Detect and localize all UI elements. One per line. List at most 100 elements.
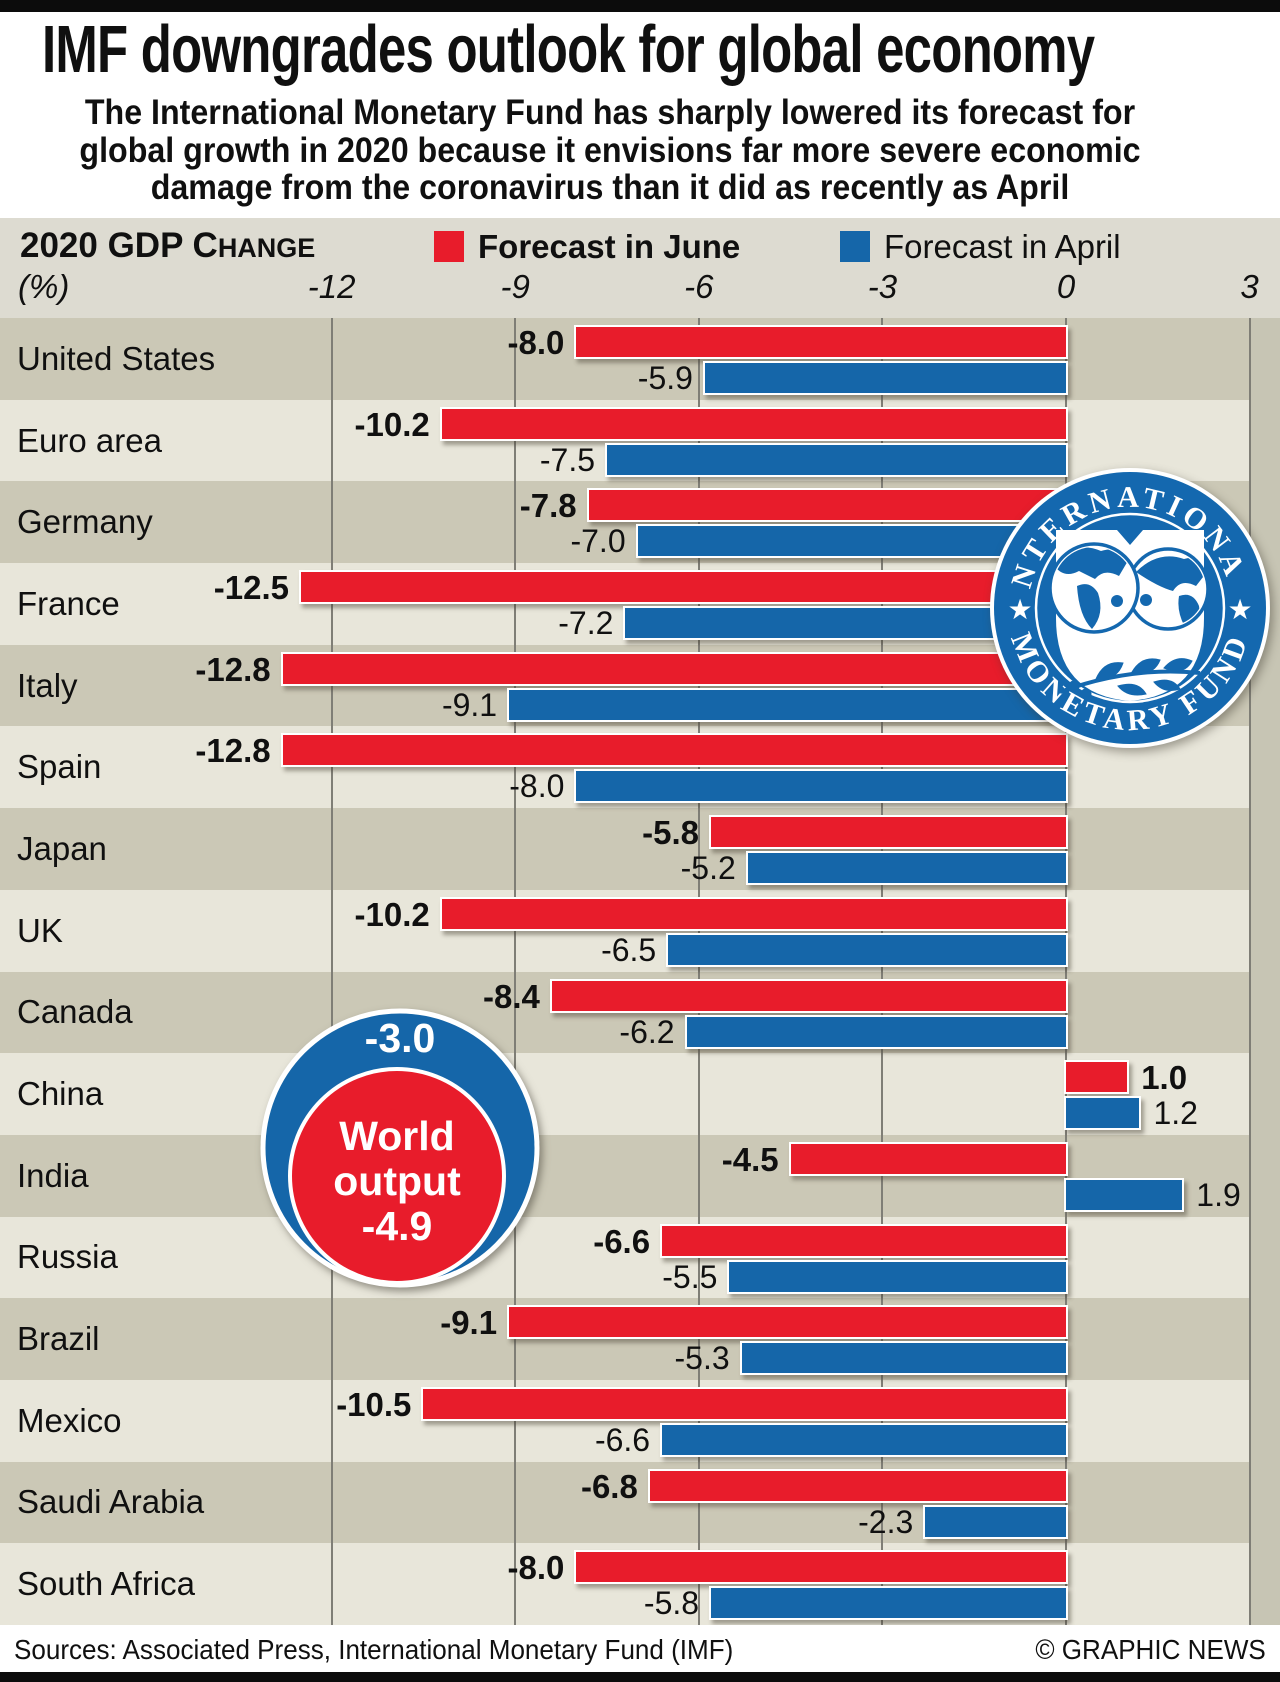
category-label: United States <box>17 339 216 377</box>
category-label: Saudi Arabia <box>17 1483 205 1521</box>
april-bar <box>660 1422 1068 1457</box>
star-left-icon: ★ <box>1007 594 1032 625</box>
april-bar <box>1064 1177 1185 1212</box>
category-label: India <box>17 1156 89 1194</box>
june-legend-label: Forecast in June <box>478 228 741 265</box>
june-bar <box>507 1305 1068 1340</box>
june-bar <box>439 406 1068 441</box>
june-value-label: -5.8 <box>642 814 700 852</box>
category-label: Germany <box>17 503 153 541</box>
subtitle-line: global growth in 2020 because it envisio… <box>79 130 1141 170</box>
june-value-label: -6.6 <box>593 1222 651 1260</box>
axis-title: 2020 GDP CHANGE <box>20 226 316 265</box>
world-output-badge: -3.0 World output -4.9 <box>260 1008 540 1288</box>
june-value-label: -12.8 <box>195 732 271 770</box>
june-bar <box>647 1468 1068 1503</box>
june-legend-swatch <box>434 231 464 262</box>
june-value-label: -8.4 <box>483 977 540 1015</box>
april-value-label: 1.2 <box>1153 1095 1198 1132</box>
category-label: Spain <box>17 748 102 786</box>
june-bar <box>788 1141 1068 1176</box>
june-bar <box>586 488 1068 523</box>
category-label: Brazil <box>17 1320 100 1358</box>
june-bar <box>709 815 1068 850</box>
axis-tick-label: -12 <box>307 268 356 305</box>
june-bar <box>280 651 1068 686</box>
april-bar <box>739 1341 1068 1376</box>
april-value-label: -7.0 <box>570 523 626 560</box>
gridline <box>697 318 700 1625</box>
april-value-label: -5.3 <box>674 1340 730 1377</box>
footer-band <box>0 1625 1280 1672</box>
logo-inner-ring <box>1034 512 1226 704</box>
april-bar <box>727 1259 1068 1294</box>
june-bar <box>574 325 1068 359</box>
april-value-label: -7.2 <box>558 605 614 642</box>
april-value-label: -5.2 <box>680 850 736 887</box>
april-bar <box>605 442 1068 477</box>
april-value-label: -5.5 <box>662 1258 718 1295</box>
april-bar <box>666 932 1068 967</box>
category-label: Japan <box>17 829 107 867</box>
subtitle-line: The International Monetary Fund has shar… <box>84 93 1136 132</box>
category-label: Canada <box>17 993 133 1031</box>
percent-unit-label: (%) <box>18 268 70 305</box>
june-bar <box>280 733 1068 768</box>
category-label: Italy <box>17 666 78 704</box>
april-bar <box>635 524 1068 559</box>
subtitle-line: damage from the coronavirus than it did … <box>150 168 1070 207</box>
gridline <box>1065 318 1067 1625</box>
june-value-label: -10.5 <box>336 1385 412 1423</box>
june-bar <box>299 570 1068 605</box>
april-value-label: -6.6 <box>594 1421 651 1458</box>
april-value-label: -5.8 <box>643 1585 700 1622</box>
june-value-label: -12.5 <box>213 569 289 607</box>
june-bar <box>549 978 1068 1013</box>
april-value-label: -6.5 <box>601 931 657 968</box>
gridline <box>330 318 333 1625</box>
june-value-label: -10.2 <box>354 895 430 933</box>
world-june-circle <box>288 1067 506 1285</box>
category-label: France <box>17 584 120 622</box>
world-april-value: -3.0 <box>365 1015 436 1061</box>
page-title: IMF downgrades outlook for global econom… <box>42 12 1095 87</box>
axis-tick-label: -9 <box>500 268 530 305</box>
april-value-label: -5.9 <box>637 360 693 396</box>
june-value-label: -6.8 <box>580 1467 638 1505</box>
june-bar <box>660 1223 1068 1258</box>
category-label: Russia <box>17 1238 118 1276</box>
june-bar <box>574 1550 1068 1585</box>
april-bar <box>923 1504 1068 1539</box>
april-bar <box>574 769 1068 804</box>
axis-tick-label: -6 <box>684 268 714 305</box>
gridline <box>1248 318 1251 1625</box>
page-subtitle: The International Monetary Fund has shar… <box>53 94 1166 207</box>
gridline <box>514 318 517 1625</box>
chart-header-band <box>0 218 1280 318</box>
bottom-black-bar <box>0 1672 1280 1682</box>
june-value-label: -9.1 <box>440 1304 498 1342</box>
april-bar <box>1064 1096 1142 1131</box>
copyright-credit: © GRAPHIC NEWS <box>1035 1634 1266 1665</box>
june-value-label: -12.8 <box>195 650 271 688</box>
april-bar <box>684 1014 1068 1049</box>
axis-tick-label: 3 <box>1240 268 1259 305</box>
april-value-label: -9.1 <box>441 686 498 723</box>
olive-branch-icon <box>1059 658 1201 700</box>
imf-logo: INTERNATIONAL MONETARY FUND ★ ★ <box>986 464 1270 748</box>
category-label: China <box>17 1075 104 1113</box>
june-value-label: -8.0 <box>507 324 565 361</box>
april-legend-label: Forecast in April <box>884 228 1121 265</box>
april-value-label: -8.0 <box>509 768 565 805</box>
category-label: Mexico <box>17 1401 122 1439</box>
world-label-line1: World <box>339 1113 454 1159</box>
top-black-bar <box>0 0 1280 12</box>
april-value-label: -7.5 <box>539 441 595 478</box>
axis-tick-label: 0 <box>1056 268 1076 305</box>
june-value-label: -8.0 <box>507 1549 565 1587</box>
star-right-icon: ★ <box>1227 594 1252 625</box>
world-june-value: -4.9 <box>362 1203 433 1249</box>
april-value-label: 1.9 <box>1196 1176 1241 1213</box>
world-label-line2: output <box>333 1158 461 1204</box>
